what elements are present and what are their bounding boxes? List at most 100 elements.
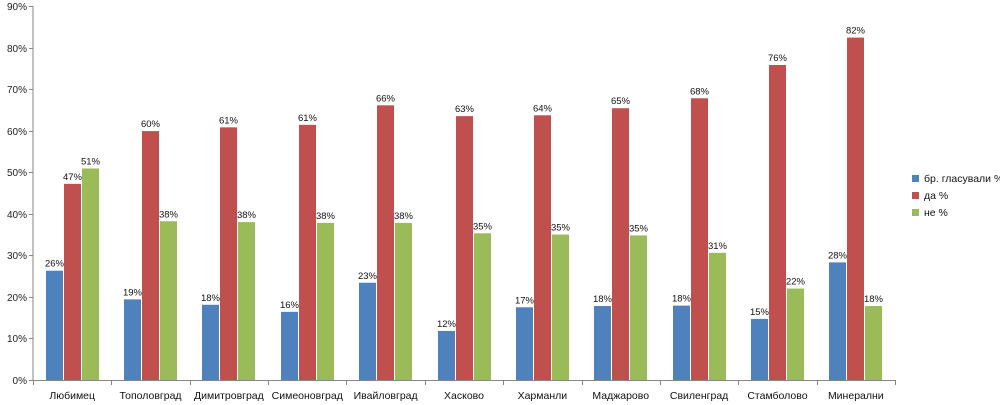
data-label: 18% — [201, 293, 221, 304]
legend-label: не % — [924, 207, 948, 219]
x-axis: Любимец Тополовград Димитровград Симеоновгр… — [33, 380, 896, 402]
bar — [630, 235, 647, 380]
data-label: 23% — [358, 271, 378, 282]
y-tick-label: 50% — [7, 168, 27, 179]
data-label: 66% — [376, 93, 396, 104]
bar — [534, 115, 551, 381]
bar — [787, 288, 804, 380]
legend-swatch — [912, 209, 919, 216]
legend-swatch — [912, 192, 919, 199]
bar — [594, 306, 611, 380]
y-tick-label: 10% — [7, 334, 27, 345]
data-label: 63% — [455, 104, 475, 115]
data-label: 17% — [515, 295, 535, 306]
data-label: 22% — [786, 277, 806, 288]
data-label: 35% — [629, 223, 649, 234]
data-label: 64% — [533, 103, 553, 114]
bar — [751, 318, 768, 380]
bar — [220, 127, 237, 380]
legend-label: бр. гласували % — [924, 173, 1000, 185]
y-tick-label: 70% — [7, 85, 27, 96]
bar — [202, 304, 219, 380]
category-label: Харманли — [518, 390, 568, 402]
y-tick-label: 40% — [7, 210, 27, 221]
data-label: 47% — [63, 172, 83, 183]
bars — [46, 37, 882, 381]
data-label: 61% — [298, 113, 318, 124]
data-label: 18% — [593, 294, 613, 305]
data-label: 35% — [473, 221, 493, 232]
data-label: 15% — [750, 307, 770, 318]
bar — [552, 234, 569, 380]
data-label: 61% — [219, 115, 239, 126]
bar — [769, 65, 786, 381]
data-label: 31% — [708, 241, 728, 252]
bar — [82, 168, 99, 380]
bar — [474, 233, 491, 380]
data-label: 68% — [690, 86, 710, 97]
data-label: 38% — [237, 210, 257, 221]
legend: бр. гласували % да % не % — [912, 173, 1000, 219]
bar — [160, 221, 177, 380]
data-label: 12% — [437, 319, 457, 330]
bar — [673, 305, 690, 380]
data-label: 38% — [159, 209, 179, 220]
y-tick-label: 60% — [7, 127, 27, 138]
data-label: 51% — [81, 156, 101, 167]
bar — [299, 124, 316, 380]
bar — [865, 306, 882, 380]
bar — [124, 299, 141, 380]
data-label: 82% — [846, 26, 866, 37]
bar — [438, 330, 455, 380]
y-tick-label: 80% — [7, 44, 27, 55]
bar — [142, 131, 159, 380]
bar — [317, 222, 334, 380]
data-labels: 26% 19% 18% 16% 23% 12% 17% 18% 18% 15% 28% 47% 60% 6… — [45, 26, 884, 330]
category-label: Маджарово — [592, 390, 649, 402]
bar — [395, 222, 412, 380]
category-label: Хасково — [444, 390, 484, 402]
data-label: 38% — [394, 211, 414, 222]
data-label: 65% — [611, 96, 631, 107]
bar — [709, 252, 726, 380]
data-label: 60% — [141, 119, 161, 130]
bar — [238, 222, 255, 380]
y-tick-label: 20% — [7, 293, 27, 304]
data-label: 28% — [828, 250, 848, 261]
category-label: Симеоновград — [272, 390, 343, 402]
category-label: Свиленград — [670, 390, 728, 402]
data-label: 38% — [316, 211, 336, 222]
category-label: Ивайловград — [354, 390, 418, 402]
data-label: 76% — [768, 53, 788, 64]
y-tick-label: 90% — [7, 2, 27, 13]
category-label: Димитровград — [194, 390, 264, 402]
bar — [377, 105, 394, 380]
y-axis: 0% 10% 20% 30% 40% 50% 60% 70% 80% 90% — [7, 2, 34, 387]
data-label: 18% — [864, 294, 884, 305]
bar — [456, 116, 473, 380]
data-label: 19% — [123, 287, 143, 298]
y-tick-label: 30% — [7, 251, 27, 262]
y-tick-label: 0% — [13, 376, 28, 387]
bar — [612, 108, 629, 380]
bar — [359, 282, 376, 380]
legend-label: да % — [924, 190, 948, 202]
bar — [847, 37, 864, 381]
category-label: Тополовград — [120, 390, 182, 402]
bar — [829, 262, 846, 380]
bar — [46, 270, 63, 380]
bar — [281, 311, 298, 380]
legend-swatch — [912, 175, 919, 182]
data-label: 18% — [672, 294, 692, 305]
bar — [691, 98, 708, 381]
data-label: 26% — [45, 259, 65, 270]
category-label: Стамболово — [747, 390, 807, 402]
bar — [516, 307, 533, 380]
category-label: Минерални — [828, 390, 884, 402]
data-label: 35% — [551, 223, 571, 234]
category-label: Любимец — [49, 390, 95, 402]
data-label: 16% — [280, 300, 300, 311]
bar — [64, 183, 81, 380]
